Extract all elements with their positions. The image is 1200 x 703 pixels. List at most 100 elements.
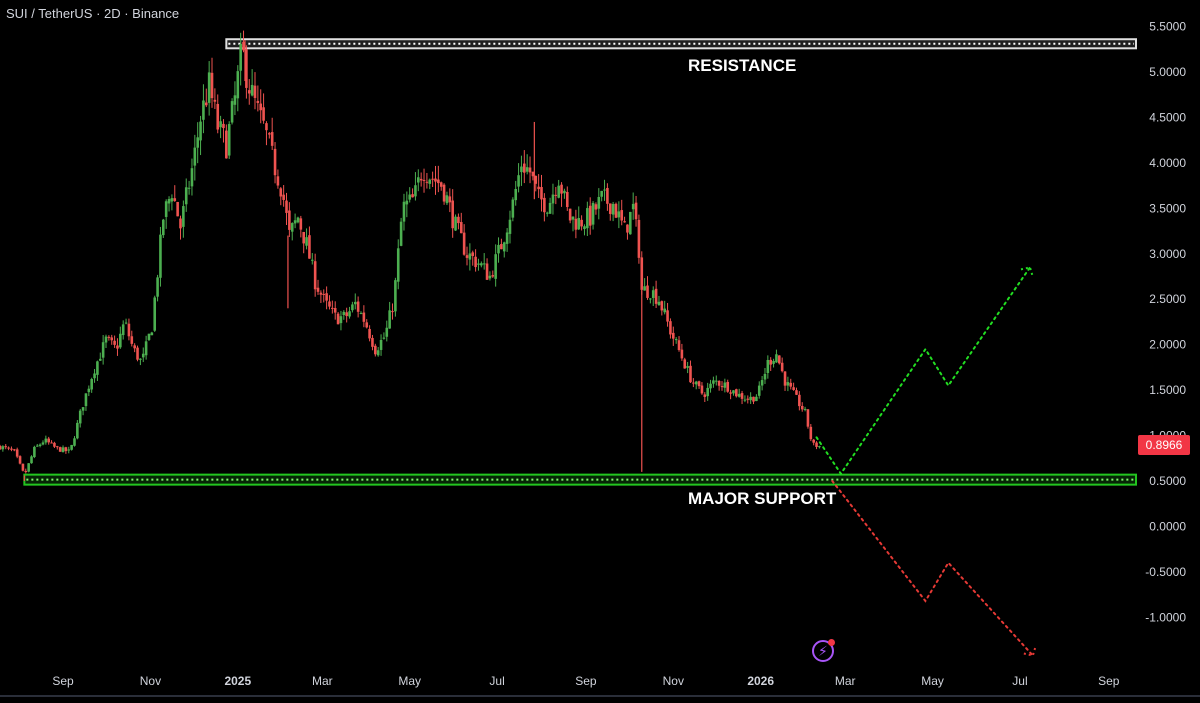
candle-body [580, 219, 583, 227]
candle-body [800, 406, 804, 410]
candle-body [717, 380, 721, 386]
candle-body [279, 188, 283, 197]
candle-body [35, 445, 39, 447]
y-tick-label: 2.5000 [1149, 292, 1186, 306]
candle-body [763, 373, 767, 380]
candle-body [130, 336, 134, 344]
symbol-title[interactable]: SUI / TetherUS · 2D · Binance [6, 6, 180, 21]
candle-body [388, 310, 391, 329]
candle-body [170, 198, 174, 202]
candle-body [230, 101, 234, 123]
candle-body [468, 253, 472, 260]
candle-body [697, 381, 701, 387]
candle-body [376, 350, 380, 356]
candle-body [531, 171, 535, 177]
candle-body [18, 456, 22, 464]
candle-body [253, 85, 257, 98]
candle-body [600, 190, 603, 197]
candle-body [743, 399, 747, 401]
candle-body [124, 322, 128, 324]
candle-body [482, 263, 486, 265]
y-tick-label: -0.5000 [1145, 565, 1186, 579]
candle-body [497, 244, 500, 254]
candle-body [583, 226, 586, 230]
candle-body [331, 307, 334, 309]
candle-body [78, 410, 82, 424]
candle-body [523, 163, 526, 173]
candle-body [202, 100, 205, 120]
y-axis: 5.5000 5.0000 4.5000 4.0000 3.5000 3.0000 2.50… [1145, 20, 1186, 625]
candle-body [119, 333, 122, 348]
candle-body [454, 216, 457, 231]
candle-body [726, 381, 730, 392]
x-tick-label: May [921, 674, 944, 688]
candle-body [101, 342, 105, 358]
x-tick-label: Mar [312, 674, 333, 688]
candle-body [686, 366, 689, 368]
candle-body [732, 390, 735, 394]
candle-body [316, 287, 320, 292]
candle-body [439, 182, 443, 187]
projection-arrowhead-bearish [1023, 645, 1037, 657]
candle-body [500, 244, 503, 250]
candle-body [121, 324, 125, 336]
candle-body [15, 449, 19, 457]
candle-body [563, 190, 566, 194]
candle-body [336, 313, 340, 325]
candle-body [187, 187, 191, 189]
candle-body [293, 220, 297, 224]
candle-body [654, 288, 658, 304]
lightning-glyph: ⚡ [818, 643, 828, 659]
candle-body [182, 206, 185, 227]
candle-body [643, 286, 646, 291]
candle-body [419, 178, 423, 181]
candle-body [270, 132, 274, 146]
y-tick-label: 1.5000 [1149, 383, 1186, 397]
candle-body [225, 130, 228, 159]
candle-body [629, 211, 632, 235]
candle-body [64, 447, 68, 452]
resistance-label: RESISTANCE [688, 56, 797, 75]
candle-body [437, 179, 440, 184]
candle-body [543, 197, 546, 213]
candle-body [53, 442, 56, 447]
candle-body [10, 448, 13, 450]
candle-body [577, 217, 581, 230]
candle-body [322, 293, 326, 295]
candle-body [491, 275, 495, 277]
candle-body [614, 203, 618, 218]
projection-bearish[interactable] [831, 480, 1034, 657]
candle-body [90, 378, 93, 390]
candle-body [396, 248, 400, 282]
candle-body [591, 202, 595, 225]
candle-body [133, 345, 136, 349]
candle-body [783, 371, 787, 386]
candle-body [219, 121, 222, 128]
candle-body [368, 328, 371, 339]
candle-body [81, 407, 85, 411]
candle-body [356, 301, 360, 312]
candle-body [729, 392, 732, 394]
lightning-icon[interactable]: ⚡ [812, 639, 835, 662]
candle-body [179, 218, 182, 229]
candle-body [755, 396, 758, 402]
support-zone[interactable] [23, 473, 1137, 486]
last-price-tag[interactable] [1138, 434, 1190, 455]
x-tick-label: May [398, 674, 421, 688]
resistance-zone[interactable] [225, 38, 1138, 50]
y-tick-label: 5.5000 [1149, 20, 1186, 34]
candle-body [288, 210, 291, 230]
candle-body [448, 196, 452, 203]
candle-body [508, 219, 512, 234]
projection-bullish[interactable] [815, 266, 1031, 476]
candle-body [757, 385, 761, 396]
candle-body [775, 354, 778, 363]
candle-body [305, 237, 308, 246]
candle-body [548, 202, 552, 214]
candle-body [222, 123, 225, 129]
candle-body [769, 359, 773, 365]
candle-body [210, 72, 214, 99]
candle-body [514, 188, 518, 201]
